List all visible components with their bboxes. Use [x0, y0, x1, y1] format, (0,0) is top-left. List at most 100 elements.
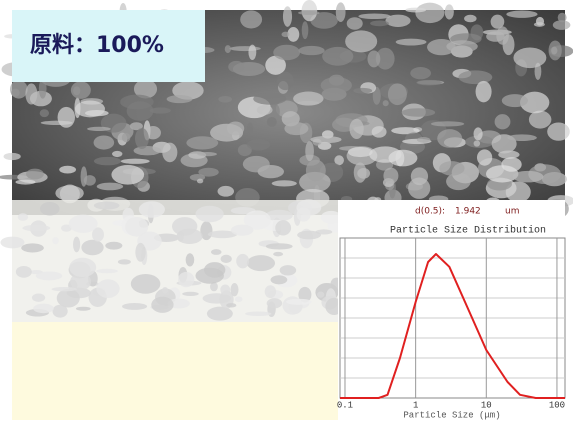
particle [122, 303, 148, 310]
faded-texture [0, 199, 345, 321]
particle [220, 284, 231, 296]
particle [476, 149, 493, 166]
particle [129, 122, 143, 131]
particle [298, 10, 320, 15]
particle [22, 224, 51, 232]
stat-unit: um [505, 207, 519, 217]
particle [528, 110, 552, 129]
particle [317, 141, 332, 150]
particle [284, 122, 309, 136]
particle [505, 181, 531, 203]
particle [370, 20, 389, 27]
particle [533, 22, 545, 27]
particle [273, 104, 280, 119]
particle [547, 122, 570, 141]
particle [39, 202, 60, 216]
particle [25, 83, 38, 105]
particle [552, 20, 571, 30]
particle [92, 227, 104, 242]
particle [416, 137, 431, 143]
particle [149, 107, 171, 114]
particle [367, 50, 381, 68]
particle [204, 262, 226, 278]
particle [83, 175, 96, 186]
particle [427, 38, 456, 56]
particle [297, 230, 322, 240]
particle [197, 151, 217, 157]
particle [473, 140, 481, 147]
particle [281, 31, 290, 38]
particle [243, 210, 271, 230]
particle [134, 127, 149, 150]
particle [512, 170, 544, 183]
particle [228, 60, 245, 73]
particle [33, 303, 54, 314]
particle [371, 126, 387, 138]
particle [513, 47, 547, 69]
particle [61, 224, 72, 232]
particle [298, 45, 325, 56]
particle [38, 78, 47, 99]
particle [273, 251, 284, 257]
particle [93, 201, 120, 210]
particle [35, 271, 63, 281]
particle [473, 127, 483, 141]
x-tick-label: 10 [481, 400, 492, 410]
particle [195, 205, 224, 223]
particle [507, 134, 537, 142]
particle [266, 298, 283, 309]
particle [248, 44, 257, 61]
particle [275, 220, 292, 236]
particle [121, 132, 131, 143]
particle [17, 213, 29, 221]
particle [70, 81, 91, 99]
particle [501, 94, 529, 108]
label: 原料：100% [30, 33, 164, 58]
particle [437, 129, 463, 148]
particle [69, 257, 97, 278]
particle [226, 121, 245, 136]
particle [9, 80, 28, 99]
particle [506, 10, 538, 18]
particle [501, 157, 522, 172]
particle [185, 253, 195, 267]
particle [0, 236, 25, 249]
particle [276, 71, 294, 91]
particle [410, 67, 432, 80]
particle [271, 180, 297, 187]
particle [236, 253, 250, 269]
particle [247, 122, 254, 134]
particle [317, 291, 325, 298]
particle [217, 185, 235, 197]
particle [73, 236, 81, 253]
particle [310, 12, 338, 29]
particle [93, 135, 115, 150]
particle [282, 6, 293, 27]
particle [206, 306, 233, 321]
particle [286, 298, 312, 305]
particle [322, 46, 354, 66]
particle [226, 303, 237, 308]
particle [75, 306, 91, 311]
particle [87, 126, 111, 132]
particle [265, 209, 293, 222]
particle [385, 14, 411, 27]
particle [59, 165, 77, 174]
particle [218, 95, 233, 103]
particle [265, 243, 293, 250]
particle [382, 100, 389, 107]
particle [230, 224, 254, 236]
particle [56, 288, 80, 308]
particle [347, 146, 373, 158]
particle [111, 165, 145, 185]
particle [464, 14, 477, 23]
particle [416, 79, 442, 86]
particle [15, 179, 36, 185]
particle [96, 279, 120, 299]
particle [305, 159, 326, 182]
particle [430, 121, 465, 127]
particle [230, 282, 239, 297]
particle [297, 100, 319, 105]
x-tick-label: 1 [413, 400, 418, 410]
